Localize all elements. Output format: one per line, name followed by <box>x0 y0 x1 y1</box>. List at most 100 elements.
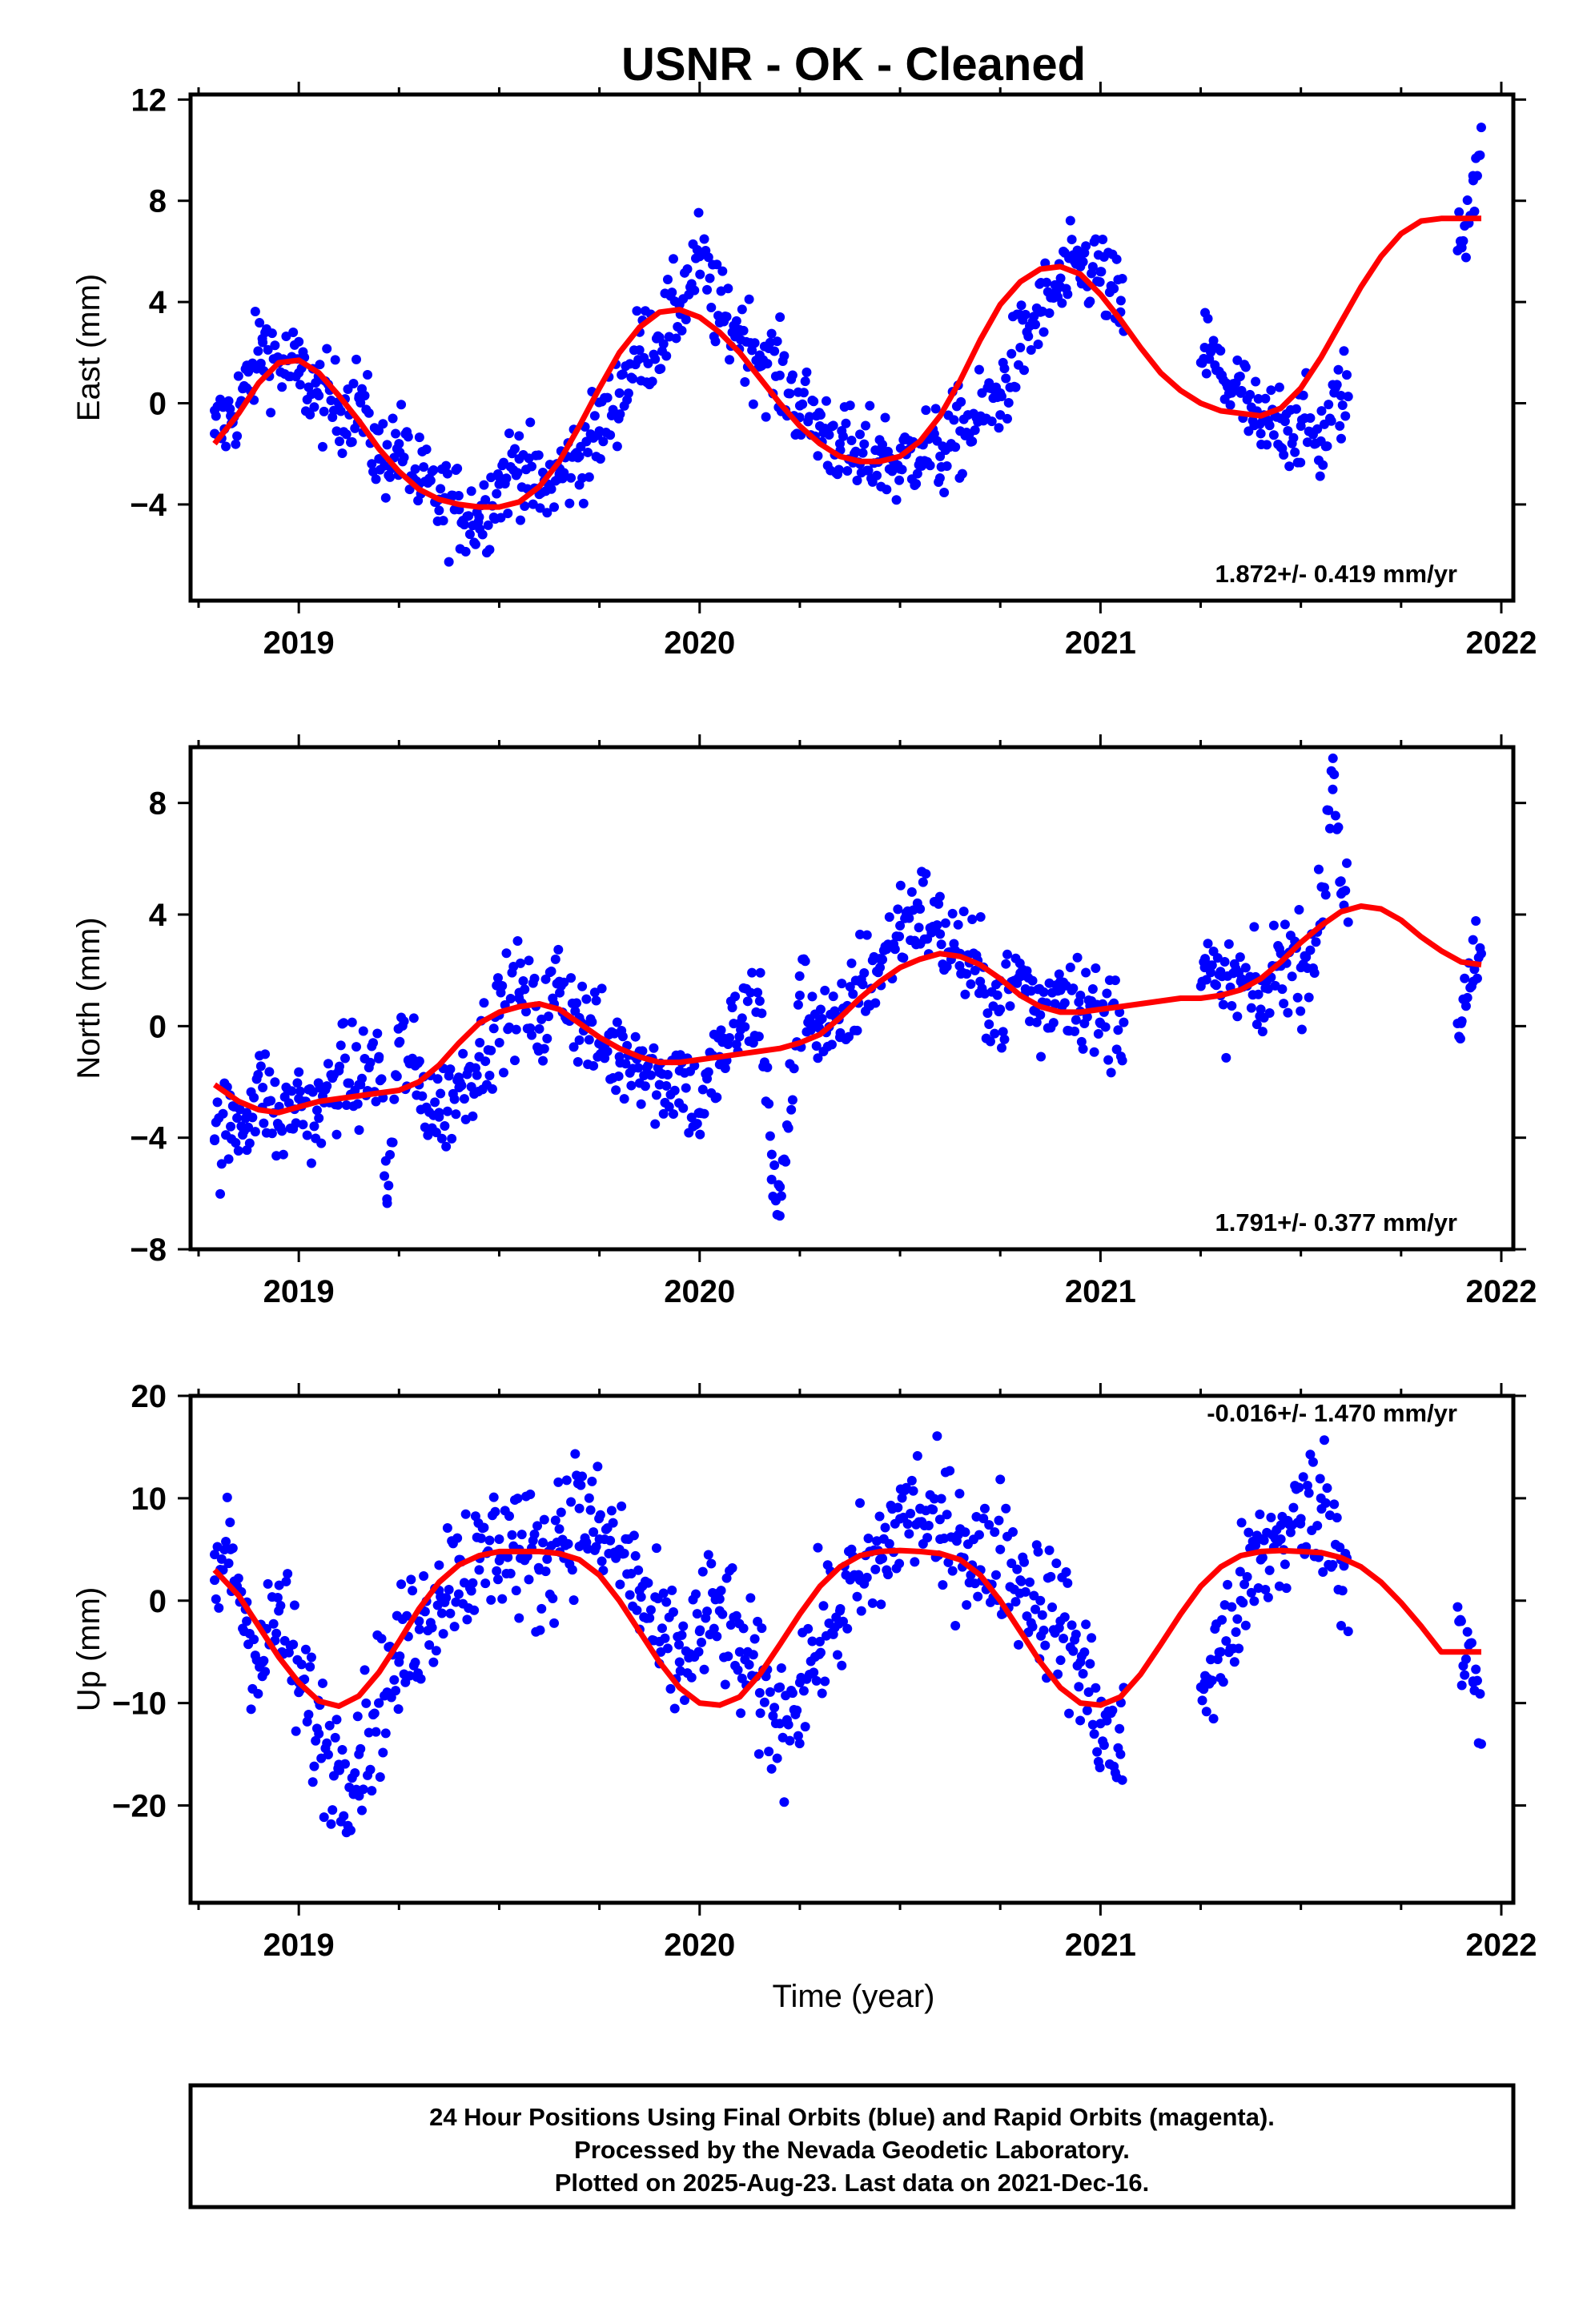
data-point <box>995 1544 1006 1554</box>
data-point <box>214 1602 224 1613</box>
data-point <box>389 1675 400 1685</box>
data-point <box>632 1605 642 1615</box>
data-point <box>949 415 959 425</box>
data-point <box>570 1006 581 1016</box>
data-point <box>625 1590 635 1600</box>
data-point <box>1285 1527 1296 1538</box>
data-point <box>367 1786 377 1796</box>
data-point <box>614 388 625 398</box>
data-point <box>1296 1024 1307 1035</box>
data-point <box>528 499 538 509</box>
data-point <box>938 1580 948 1590</box>
data-point <box>1115 296 1126 306</box>
data-point <box>766 1763 777 1774</box>
data-point <box>765 1131 775 1141</box>
data-point <box>978 1514 989 1524</box>
data-point <box>1311 438 1321 448</box>
x-axis-label: Time (year) <box>773 1979 935 2014</box>
data-point <box>807 991 818 1002</box>
data-point <box>595 1510 605 1520</box>
data-point <box>360 390 370 400</box>
data-point <box>1031 320 1041 330</box>
data-point <box>335 1040 346 1051</box>
data-point <box>566 973 577 983</box>
data-point <box>309 402 319 412</box>
data-point <box>1229 1657 1239 1667</box>
data-point <box>233 1146 243 1156</box>
data-point <box>731 316 741 326</box>
data-point <box>222 1492 232 1502</box>
data-point <box>1335 420 1345 431</box>
data-point <box>858 448 868 458</box>
data-point <box>934 891 945 902</box>
data-point <box>1208 1714 1219 1724</box>
data-point <box>975 911 986 922</box>
data-point <box>1304 1488 1314 1498</box>
data-point <box>1039 1625 1049 1635</box>
data-point <box>466 486 476 497</box>
data-point <box>1318 460 1328 470</box>
data-point <box>1078 256 1088 267</box>
data-point <box>865 400 875 411</box>
data-point <box>710 336 721 347</box>
data-point <box>845 982 855 992</box>
data-point <box>1235 952 1245 963</box>
data-point <box>591 995 601 1006</box>
data-point <box>793 999 803 1010</box>
data-point <box>1264 420 1275 431</box>
data-point <box>1096 267 1107 277</box>
data-point <box>878 440 888 450</box>
data-point <box>753 1031 764 1042</box>
model-fit-line <box>212 1547 1481 1709</box>
data-point <box>479 1522 489 1533</box>
data-point <box>595 454 605 464</box>
data-point <box>302 1716 312 1727</box>
data-point <box>356 397 366 408</box>
data-point <box>497 980 508 991</box>
data-point <box>539 1514 549 1525</box>
data-point <box>1263 1592 1273 1602</box>
data-point <box>475 1037 485 1047</box>
data-point <box>1279 450 1289 460</box>
data-point <box>1109 283 1119 294</box>
y-tick-label: 10 <box>131 1482 167 1517</box>
data-point <box>1260 1584 1271 1594</box>
data-point <box>895 880 906 891</box>
data-point <box>1047 1602 1058 1612</box>
data-point <box>391 428 401 439</box>
data-point <box>897 1493 907 1503</box>
data-point <box>492 1574 503 1585</box>
data-point <box>378 419 388 429</box>
data-point <box>768 1711 778 1721</box>
data-point <box>990 382 1001 392</box>
data-point <box>725 355 735 365</box>
data-point <box>263 1578 273 1589</box>
data-point <box>785 388 795 399</box>
data-point <box>577 981 588 991</box>
data-point <box>1260 393 1271 404</box>
data-point <box>311 1723 322 1734</box>
data-point <box>231 439 241 449</box>
data-point <box>1475 150 1485 160</box>
data-point <box>584 1493 594 1503</box>
data-point <box>990 1570 1001 1580</box>
data-point <box>605 430 616 440</box>
data-point <box>893 1502 903 1513</box>
data-point <box>417 1091 428 1101</box>
data-point <box>772 1209 782 1220</box>
data-point <box>1232 1011 1243 1022</box>
data-point <box>1068 983 1079 994</box>
data-point <box>283 1569 293 1579</box>
data-point <box>395 1036 405 1047</box>
data-point <box>587 1476 597 1486</box>
data-point <box>617 369 628 380</box>
data-point <box>1087 983 1098 994</box>
data-point <box>307 1087 318 1097</box>
data-point <box>706 303 717 313</box>
data-point <box>617 1501 627 1511</box>
data-point <box>589 1527 599 1538</box>
data-point <box>1259 1535 1269 1546</box>
data-point <box>1095 1763 1105 1773</box>
data-point <box>210 1134 220 1144</box>
data-point <box>1456 1680 1467 1691</box>
